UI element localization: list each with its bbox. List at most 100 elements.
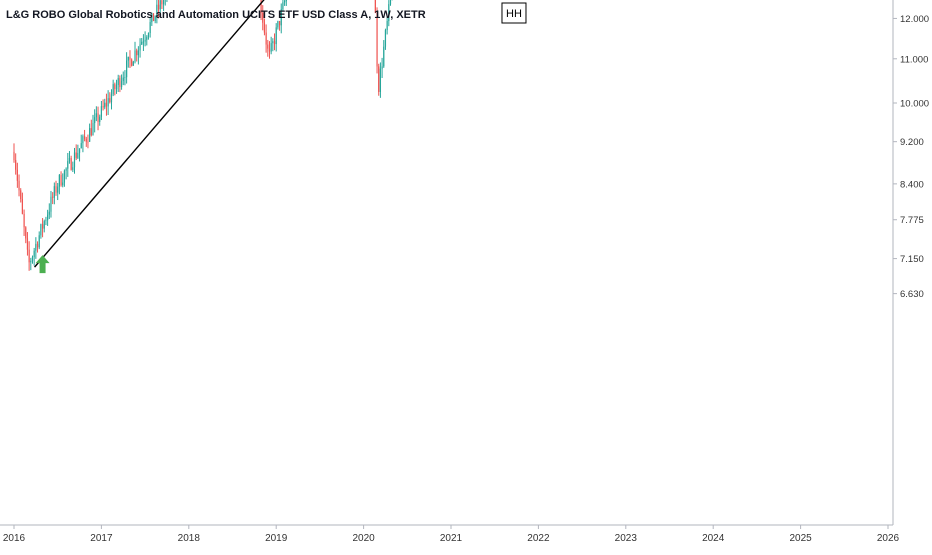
candle-body bbox=[92, 123, 94, 136]
candle-body bbox=[127, 56, 129, 61]
candle-body bbox=[105, 102, 108, 107]
candle-body bbox=[31, 256, 34, 261]
candle-body bbox=[386, 21, 388, 31]
candle-body bbox=[38, 235, 40, 248]
candle-body bbox=[110, 94, 113, 103]
candle-body bbox=[151, 13, 153, 23]
candle-body bbox=[265, 32, 267, 45]
candle-body bbox=[40, 224, 42, 236]
candle-body bbox=[137, 50, 139, 56]
candle-body bbox=[124, 77, 126, 79]
x-tick-label: 2017 bbox=[90, 533, 113, 544]
candle-body bbox=[90, 128, 92, 136]
candle-body bbox=[146, 37, 148, 40]
candle-body bbox=[67, 161, 69, 169]
y-tick-label: 7.775 bbox=[900, 215, 924, 226]
candle-body bbox=[389, 0, 392, 5]
candle-body bbox=[35, 243, 37, 251]
candle-body bbox=[63, 170, 66, 183]
candle-body bbox=[25, 227, 27, 239]
candle-body bbox=[65, 168, 67, 171]
candle-body bbox=[270, 43, 272, 52]
candle-body bbox=[112, 84, 114, 95]
candle-body bbox=[162, 0, 165, 5]
candle-body bbox=[100, 106, 102, 117]
candle-body bbox=[152, 13, 155, 22]
candle-body bbox=[99, 116, 101, 122]
candle-body bbox=[73, 152, 76, 168]
x-tick-label: 2022 bbox=[527, 533, 550, 544]
candle-body bbox=[376, 13, 378, 67]
candle-body bbox=[117, 78, 119, 85]
x-tick-label: 2016 bbox=[3, 533, 26, 544]
trend-arrow-line bbox=[34, 0, 265, 268]
candle-body bbox=[120, 81, 123, 88]
candle-body bbox=[384, 30, 387, 47]
candle-body bbox=[282, 2, 284, 10]
candle-body bbox=[273, 41, 276, 45]
candle-body bbox=[374, 0, 376, 14]
candle-body bbox=[107, 98, 109, 107]
y-tick-label: 6.630 bbox=[900, 289, 924, 300]
candle-body bbox=[58, 175, 60, 187]
candle-body bbox=[77, 152, 79, 158]
candle-body bbox=[48, 211, 50, 215]
x-tick-label: 2023 bbox=[615, 533, 638, 544]
candle-body bbox=[16, 169, 18, 181]
candle-body bbox=[159, 0, 161, 10]
candle-body bbox=[68, 158, 71, 162]
candle-body bbox=[94, 117, 96, 124]
candle-body bbox=[156, 4, 158, 17]
green-up-arrow bbox=[35, 255, 50, 274]
candle-body bbox=[388, 4, 390, 22]
candle-body bbox=[280, 9, 282, 26]
x-tick-label: 2024 bbox=[702, 533, 725, 544]
candle-body bbox=[18, 180, 20, 191]
candle-body bbox=[41, 224, 44, 229]
candle-body bbox=[263, 22, 266, 33]
candle-body bbox=[139, 44, 141, 51]
candle-body bbox=[30, 260, 32, 263]
candle-body bbox=[134, 50, 136, 62]
candle-body bbox=[147, 33, 150, 38]
candle-body bbox=[83, 136, 86, 139]
candle-body bbox=[136, 50, 138, 56]
candle-body bbox=[23, 213, 25, 228]
candle-body bbox=[142, 41, 145, 43]
x-tick-label: 2018 bbox=[178, 533, 201, 544]
candle-body bbox=[87, 141, 89, 143]
x-tick-label: 2026 bbox=[877, 533, 900, 544]
candle-body bbox=[57, 186, 59, 193]
candle-body bbox=[21, 199, 24, 214]
candle-body bbox=[50, 196, 52, 212]
candle-body bbox=[275, 27, 277, 45]
candle-body bbox=[15, 160, 17, 170]
y-tick-label: 8.400 bbox=[900, 179, 924, 190]
chart-title: L&G ROBO Global Robotics and Automation … bbox=[6, 9, 426, 21]
candle-body bbox=[260, 0, 262, 13]
candle-body bbox=[78, 148, 81, 153]
candle-body bbox=[97, 113, 99, 122]
candle-body bbox=[285, 0, 287, 2]
candle-body bbox=[262, 12, 264, 23]
candle-body bbox=[115, 84, 118, 90]
candle-body bbox=[85, 138, 87, 142]
candle-body bbox=[129, 56, 131, 60]
candle-body bbox=[72, 167, 74, 170]
candle-body bbox=[284, 1, 286, 3]
y-tick-label: 10.000 bbox=[900, 99, 929, 110]
candle-body bbox=[267, 44, 269, 49]
candle-body bbox=[80, 143, 82, 149]
candle-body bbox=[132, 61, 134, 66]
candle-body bbox=[114, 84, 116, 90]
candle-body bbox=[109, 98, 111, 103]
x-tick-label: 2025 bbox=[789, 533, 812, 544]
candle-body bbox=[13, 151, 15, 161]
y-tick-label: 11.000 bbox=[900, 54, 928, 65]
candle-body bbox=[272, 41, 274, 44]
y-tick-label: 12.000 bbox=[900, 14, 929, 25]
candle-body bbox=[47, 214, 49, 221]
candle-body bbox=[53, 186, 55, 198]
candle-body bbox=[36, 243, 39, 248]
